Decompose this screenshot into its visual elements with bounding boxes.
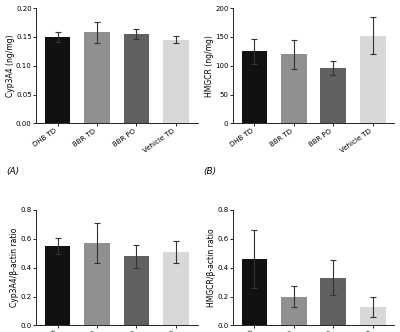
Bar xyxy=(281,54,307,124)
Bar xyxy=(360,36,386,124)
Bar xyxy=(281,296,307,325)
Bar xyxy=(45,246,70,325)
Text: (A): (A) xyxy=(7,167,20,176)
Text: (B): (B) xyxy=(204,167,217,176)
Bar xyxy=(124,34,149,124)
Bar xyxy=(45,37,70,124)
Bar xyxy=(84,243,110,325)
Bar xyxy=(360,307,386,325)
Y-axis label: Cyp3A4/β-actin ratio: Cyp3A4/β-actin ratio xyxy=(10,228,19,307)
Bar xyxy=(320,278,346,325)
Y-axis label: HMGCR/β-actin ratio: HMGCR/β-actin ratio xyxy=(207,228,216,307)
Bar xyxy=(242,259,267,325)
Bar xyxy=(320,68,346,124)
Y-axis label: Cyp3A4 (ng/mg): Cyp3A4 (ng/mg) xyxy=(6,35,14,97)
Bar xyxy=(163,252,189,325)
Bar xyxy=(242,51,267,124)
Y-axis label: HMGCR (ng/mg): HMGCR (ng/mg) xyxy=(204,35,214,97)
Bar xyxy=(124,256,149,325)
Bar xyxy=(84,32,110,124)
Bar xyxy=(163,40,189,124)
